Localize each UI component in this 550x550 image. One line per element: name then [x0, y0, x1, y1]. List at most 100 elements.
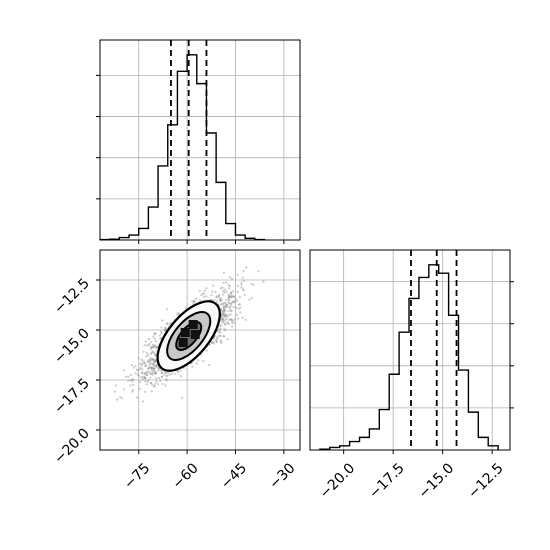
scatter-point — [145, 351, 148, 354]
scatter-point — [160, 336, 163, 340]
scatter-point — [199, 299, 202, 302]
scatter-point — [121, 397, 124, 400]
scatter-point — [218, 328, 221, 331]
scatter-point — [231, 295, 234, 298]
scatter-point — [200, 294, 203, 297]
scatter-point — [228, 299, 231, 302]
scatter-point — [240, 283, 243, 286]
scatter-point — [154, 354, 157, 357]
scatter-point — [238, 296, 241, 299]
scatter-point — [229, 309, 232, 312]
scatter-point — [132, 383, 135, 386]
scatter-point — [143, 376, 146, 380]
scatter-point — [223, 305, 226, 308]
scatter-point — [241, 316, 244, 319]
x-tick-label: −60 — [170, 460, 202, 492]
scatter-point — [224, 329, 227, 332]
scatter-point — [144, 390, 147, 393]
scatter-point — [148, 358, 151, 361]
axes-frame — [99, 249, 301, 451]
x-tick-label: −75 — [121, 460, 153, 492]
scatter-point — [212, 284, 215, 287]
scatter-point — [154, 332, 157, 335]
scatter-point — [230, 296, 233, 299]
scatter-point — [137, 357, 140, 360]
scatter-point — [140, 376, 143, 379]
scatter-point — [148, 366, 151, 369]
scatter-point — [154, 360, 157, 363]
axes-frame — [99, 39, 301, 241]
scatter-point — [227, 296, 230, 299]
scatter-point — [227, 293, 230, 296]
x-tick-label: −20.0 — [317, 460, 359, 502]
scatter-point — [157, 369, 160, 372]
scatter-point — [155, 364, 158, 368]
scatter-point — [149, 376, 152, 379]
scatter-point — [161, 319, 164, 322]
scatter-point — [143, 361, 146, 364]
scatter-point — [142, 350, 145, 353]
scatter-point — [140, 371, 143, 374]
scatter-point — [149, 347, 153, 351]
scatter-point — [222, 301, 226, 305]
scatter-point — [150, 372, 154, 375]
scatter-point — [229, 276, 232, 279]
scatter-point — [153, 372, 156, 375]
scatter-point — [154, 372, 157, 375]
scatter-point — [213, 298, 216, 302]
scatter-point — [148, 363, 151, 367]
scatter-point — [170, 372, 173, 375]
scatter-point — [149, 356, 152, 359]
scatter-point — [248, 298, 251, 301]
scatter-point — [147, 366, 150, 370]
scatter-point — [164, 384, 167, 387]
scatter-point — [155, 377, 158, 380]
scatter-point — [245, 266, 248, 269]
scatter-point — [223, 291, 226, 294]
scatter-point — [244, 318, 247, 321]
scatter-point — [154, 340, 157, 343]
scatter-point — [239, 311, 242, 314]
scatter-point — [250, 296, 253, 299]
scatter-point — [139, 380, 142, 383]
scatter-point — [138, 368, 141, 371]
scatter-point — [155, 346, 158, 349]
scatter-point — [230, 293, 233, 296]
scatter-point — [154, 382, 157, 385]
scatter-point — [145, 371, 148, 374]
scatter-point — [166, 308, 169, 311]
scatter-point — [159, 337, 162, 340]
scatter-point — [142, 361, 145, 364]
scatter-point — [163, 373, 166, 376]
scatter-point — [152, 369, 155, 372]
scatter-point — [222, 306, 225, 309]
scatter-point — [222, 310, 225, 313]
scatter-point — [132, 366, 135, 369]
scatter-point — [223, 308, 226, 311]
scatter-point — [208, 343, 211, 346]
scatter-point — [141, 375, 144, 378]
scatter-point — [190, 362, 193, 365]
scatter-point — [222, 308, 226, 311]
scatter-point — [125, 375, 128, 378]
scatter-point — [158, 334, 161, 337]
x-tick-label: −17.5 — [366, 460, 408, 502]
scatter-point — [154, 353, 157, 357]
scatter-point — [119, 396, 122, 399]
scatter-point — [150, 369, 153, 372]
scatter-point — [144, 362, 147, 365]
scatter-point — [143, 372, 146, 375]
scatter-point — [165, 379, 168, 382]
scatter-point — [235, 306, 238, 309]
scatter-point — [150, 346, 153, 349]
scatter-point — [219, 327, 222, 330]
scatter-point — [215, 340, 218, 344]
y-tick-label: −17.5 — [51, 376, 93, 418]
density-core — [188, 320, 198, 329]
scatter-point — [215, 340, 218, 343]
scatter-point — [122, 388, 125, 391]
scatter-point — [221, 302, 224, 305]
scatter-point — [141, 400, 144, 403]
scatter-point — [237, 303, 240, 306]
